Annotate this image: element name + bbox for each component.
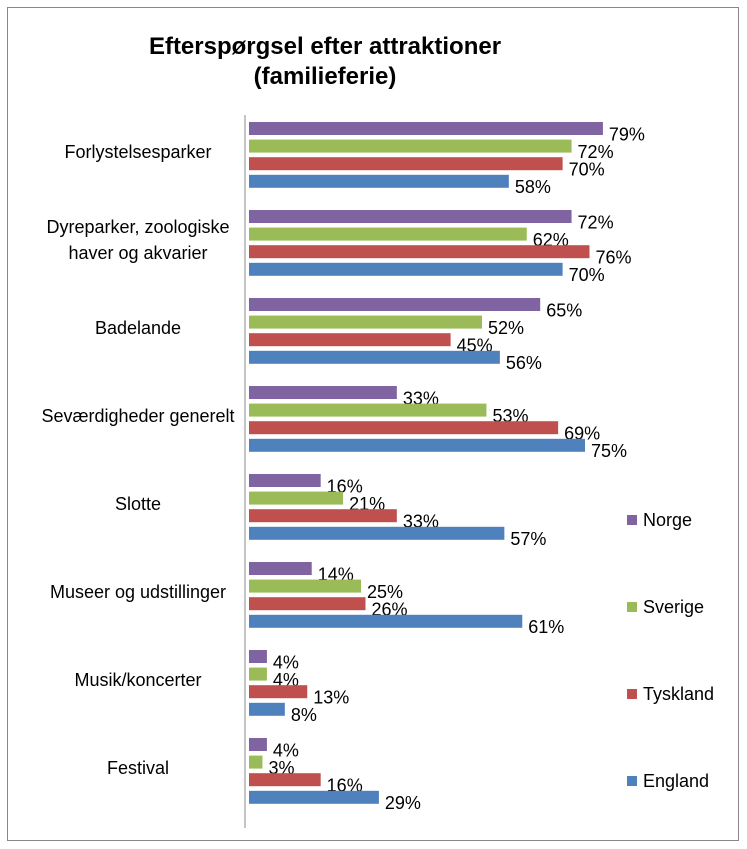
category-label: Museer og udstillinger [49, 582, 227, 602]
bar [249, 667, 267, 681]
bar [249, 157, 563, 171]
bar [249, 755, 263, 769]
data-label: 69% [564, 423, 600, 443]
bar [249, 315, 482, 329]
bar [249, 790, 379, 804]
data-label: 56% [506, 353, 542, 373]
data-label: 65% [546, 300, 582, 320]
legend-swatch [627, 689, 637, 699]
chart-frame [7, 7, 739, 841]
bar [249, 526, 505, 540]
data-label: 79% [609, 124, 645, 144]
data-label: 72% [578, 212, 614, 232]
bar [249, 579, 361, 593]
data-label: 3% [268, 758, 294, 778]
bar [249, 438, 585, 452]
category-label: Dyreparker, zoologiske haver og akvarier [46, 217, 230, 263]
bar [249, 350, 500, 364]
data-label: 4% [273, 740, 299, 760]
bar [249, 386, 397, 399]
data-label: 62% [533, 230, 569, 250]
bar [249, 562, 312, 575]
data-label: 75% [591, 441, 627, 461]
legend-label: England [643, 771, 709, 791]
bar [249, 509, 397, 523]
legend-swatch [627, 602, 637, 612]
data-label: 13% [313, 687, 349, 707]
category-label: Seværdigheder generelt [41, 406, 235, 426]
category-label: Slotte [114, 494, 162, 514]
bar [249, 139, 572, 153]
data-label: 16% [327, 476, 363, 496]
bar [249, 702, 285, 716]
bar [249, 333, 451, 347]
data-label: 72% [578, 142, 614, 162]
bar [249, 210, 572, 223]
data-label: 14% [318, 564, 354, 584]
data-label: 76% [595, 247, 631, 267]
category-label: Festival [106, 758, 169, 778]
legend-label: Norge [643, 510, 692, 530]
legend-label: Sverige [643, 597, 704, 617]
data-label: 70% [569, 159, 605, 179]
data-label: 61% [528, 617, 564, 637]
data-label: 8% [291, 705, 317, 725]
data-label: 33% [403, 388, 439, 408]
data-label: 26% [371, 599, 407, 619]
bar [249, 403, 487, 417]
category-label: Badelande [94, 318, 182, 338]
data-label: 58% [515, 177, 551, 197]
bar [249, 122, 603, 135]
bar [249, 474, 321, 487]
data-label: 70% [569, 265, 605, 285]
bar [249, 597, 366, 611]
data-label: 21% [349, 494, 385, 514]
data-label: 45% [457, 335, 493, 355]
bar [249, 174, 509, 188]
bar [249, 685, 308, 699]
bar [249, 227, 527, 241]
data-label: 25% [367, 582, 403, 602]
data-label: 33% [403, 511, 439, 531]
bar [249, 491, 344, 505]
bar [249, 773, 321, 787]
bar [249, 421, 559, 435]
data-label: 29% [385, 793, 421, 813]
category-label: Forlystelsesparker [64, 142, 212, 162]
bar [249, 650, 267, 663]
data-label: 4% [273, 652, 299, 672]
bar [249, 245, 590, 259]
chart-title: Efterspørgsel efter attraktioner (famili… [148, 33, 502, 90]
data-label: 16% [327, 775, 363, 795]
data-label: 53% [492, 406, 528, 426]
data-label: 4% [273, 670, 299, 690]
data-label: 57% [510, 529, 546, 549]
legend-label: Tyskland [643, 684, 714, 704]
data-label: 52% [488, 318, 524, 338]
bar [249, 614, 523, 628]
bar [249, 738, 267, 751]
category-label: Musik/koncerter [74, 670, 202, 690]
legend-swatch [627, 776, 637, 786]
legend-swatch [627, 515, 637, 525]
bar [249, 262, 563, 276]
bar [249, 298, 541, 311]
